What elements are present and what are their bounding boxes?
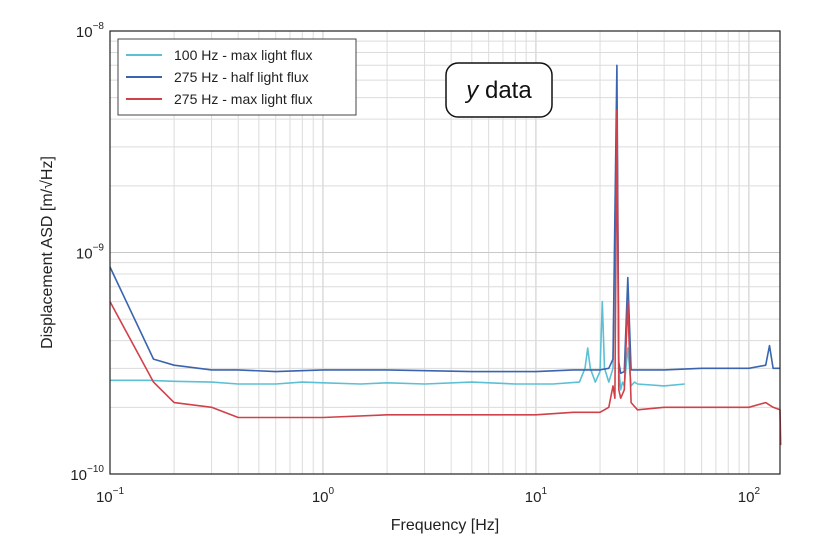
- legend-label: 275 Hz - max light flux: [174, 91, 313, 107]
- legend: 100 Hz - max light flux 275 Hz - half lig…: [117, 38, 357, 116]
- legend-label: 275 Hz - half light flux: [174, 69, 309, 85]
- y-tick-label: 10−9: [76, 243, 105, 263]
- x-tick-label: 102: [738, 486, 761, 506]
- tick-labels: 10−1 100 101 102 10−10 10−9 10−8: [70, 21, 760, 506]
- legend-label: 100 Hz - max light flux: [174, 47, 313, 63]
- plot-frame: [109, 30, 781, 475]
- series-line-2: [109, 109, 782, 446]
- x-tick-label: 10−1: [96, 486, 125, 506]
- y-axis-label: Displacement ASD [m/√Hz]: [39, 156, 56, 349]
- series-line-1: [109, 64, 780, 375]
- y-tick-label: 10−10: [70, 464, 104, 484]
- x-axis-label: Frequency [Hz]: [391, 517, 499, 534]
- annotation-box: y data: [445, 62, 553, 118]
- annotation-rest: data: [478, 77, 532, 104]
- annotation-text: y data: [464, 77, 532, 104]
- series-lines: [109, 64, 782, 446]
- annotation-frame: [445, 62, 553, 118]
- y-tick-label: 10−8: [76, 21, 105, 41]
- x-tick-label: 100: [312, 486, 335, 506]
- annotation-italic: y: [464, 77, 480, 104]
- series-line-0: [110, 107, 685, 391]
- x-tick-label: 101: [525, 486, 548, 506]
